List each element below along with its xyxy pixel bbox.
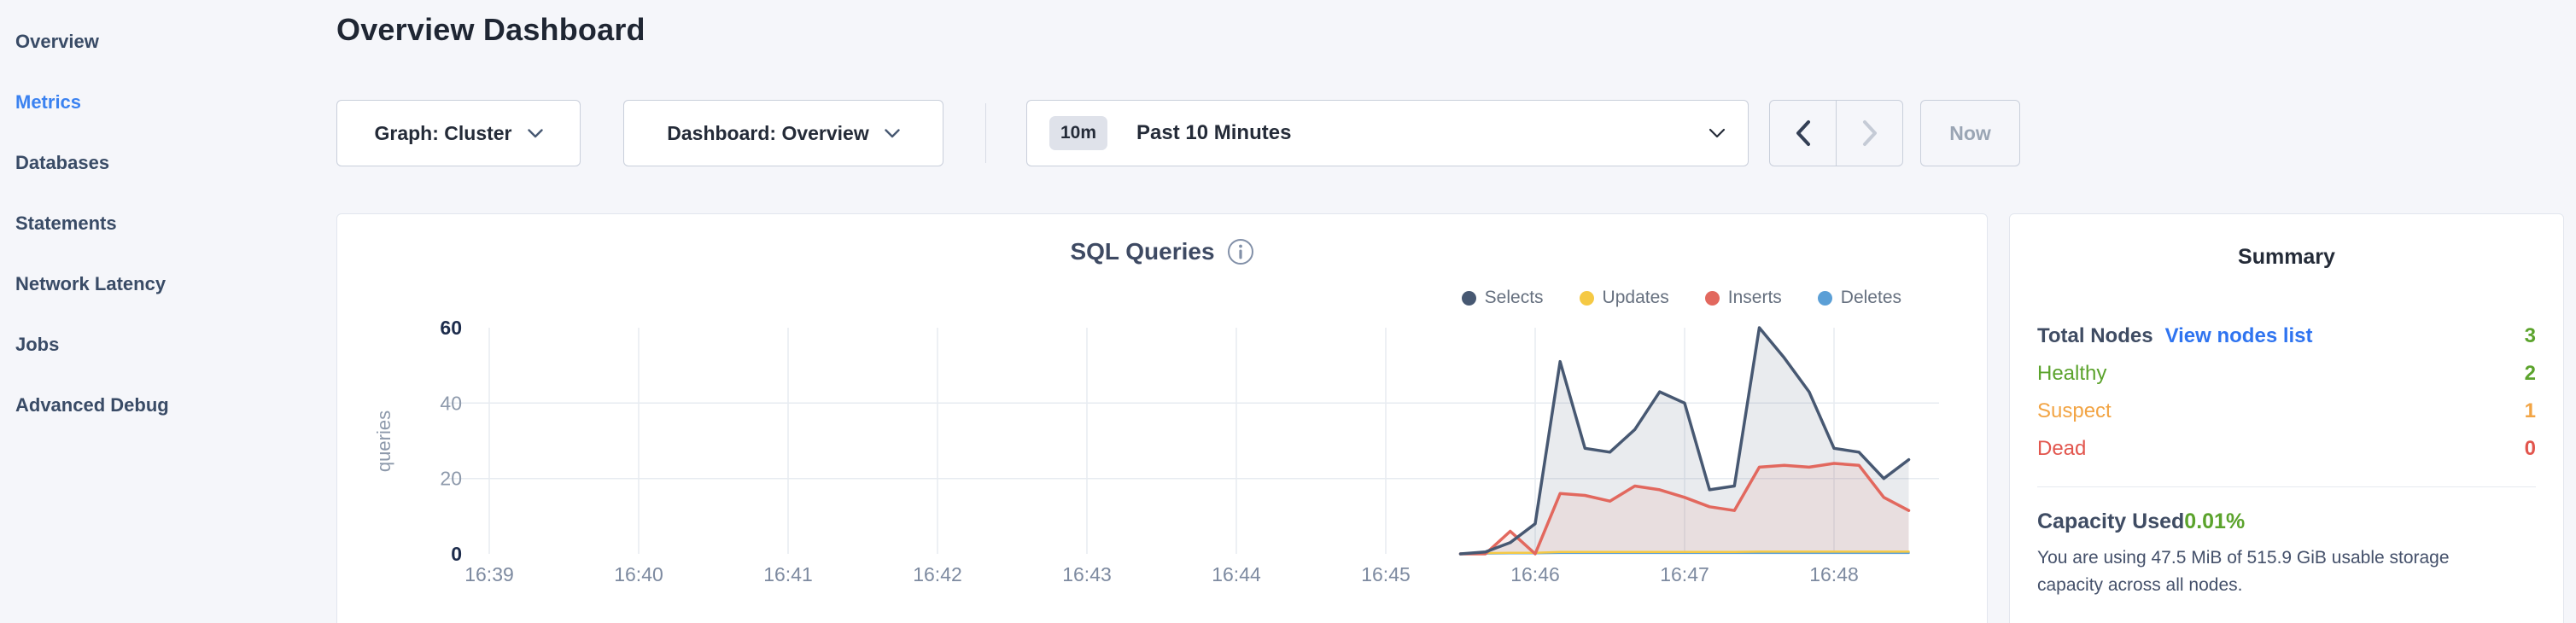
capacity-used-row: Capacity Used 0.01% [2037,509,2536,534]
sidebar-item-network-latency[interactable]: Network Latency [15,272,166,294]
legend-item-selects: Selects [1461,288,1544,308]
capacity-description: You are using 47.5 MiB of 515.9 GiB usab… [2037,548,2450,595]
selects-series-dot [1461,290,1476,306]
page-title: Overview Dashboard [336,12,645,47]
suspect-value: 1 [2524,399,2536,422]
chevron-left-icon [1796,120,1810,146]
controls-divider [985,103,986,163]
chart-legend: Selects Updates Inserts Deletes [1461,288,1901,308]
summary-divider [2037,486,2536,487]
chevron-down-icon [527,128,543,137]
legend-item-updates: Updates [1579,288,1669,308]
svg-text:20: 20 [440,468,462,490]
summary-panel: Summary Total Nodes View nodes list 3 He… [2009,213,2564,623]
time-range-badge: 10m [1049,116,1108,150]
view-nodes-list-link[interactable]: View nodes list [2164,324,2313,347]
summary-title: Summary [2238,245,2335,269]
sidebar-item-overview[interactable]: Overview [15,30,99,52]
svg-text:60: 60 [440,317,462,339]
updates-series-dot [1579,290,1594,306]
time-range-selector[interactable]: 10m Past 10 Minutes [1026,100,1749,166]
sql-queries-chart-card: SQL Queries Selects Updates Inserts Dele… [336,213,1988,623]
legend-item-inserts: Inserts [1704,288,1782,308]
inserts-series-dot [1704,290,1720,306]
sql-queries-plot[interactable]: 16:39 16:40 16:41 16:42 16:43 16:44 16:45 16:46… [337,214,1989,623]
capacity-used-label: Capacity Used [2037,509,2185,533]
total-nodes-row: Total Nodes View nodes list 3 [2037,317,2536,355]
svg-text:16:44: 16:44 [1212,563,1261,585]
time-range-label: Past 10 Minutes [1136,121,1292,144]
dashboard-dropdown[interactable]: Dashboard: Overview [623,100,943,166]
svg-text:16:43: 16:43 [1062,563,1112,585]
healthy-nodes-row: Healthy 2 [2037,355,2536,393]
svg-text:16:46: 16:46 [1510,563,1560,585]
svg-text:16:39: 16:39 [464,563,514,585]
dead-value: 0 [2524,437,2536,460]
chevron-down-icon [885,128,900,137]
svg-text:16:45: 16:45 [1361,563,1411,585]
total-nodes-value: 3 [2524,324,2536,347]
dashboard-dropdown-label: Dashboard: Overview [667,121,869,144]
dashboard-controls: Graph: Cluster Dashboard: Overview 10m P… [336,100,2020,166]
now-button[interactable]: Now [1920,100,2020,166]
chevron-right-icon [1862,120,1877,146]
dead-label: Dead [2037,437,2087,460]
sidebar: Overview Metrics Databases Statements Ne… [0,11,324,435]
capacity-used-value: 0.01% [2184,509,2246,533]
svg-text:16:41: 16:41 [763,563,813,585]
dead-nodes-row: Dead 0 [2037,430,2536,468]
healthy-value: 2 [2524,362,2536,385]
svg-text:16:42: 16:42 [913,563,962,585]
sidebar-item-metrics[interactable]: Metrics [15,90,82,113]
chevron-down-icon [1709,128,1726,138]
sidebar-item-databases[interactable]: Databases [15,151,110,173]
sidebar-item-advanced-debug[interactable]: Advanced Debug [15,393,169,416]
svg-text:16:48: 16:48 [1809,563,1859,585]
graph-scope-dropdown[interactable]: Graph: Cluster [336,100,581,166]
sidebar-item-jobs[interactable]: Jobs [15,333,60,355]
chart-title: SQL Queries [1070,238,1215,265]
suspect-label: Suspect [2037,399,2112,422]
svg-text:16:40: 16:40 [614,563,663,585]
svg-text:queries: queries [373,410,394,472]
svg-text:16:47: 16:47 [1660,563,1709,585]
legend-item-deletes: Deletes [1817,288,1901,308]
sidebar-item-statements[interactable]: Statements [15,212,117,234]
next-time-window-button[interactable] [1836,101,1902,166]
total-nodes-label: Total Nodes [2037,324,2153,347]
time-step-buttons [1769,100,1903,166]
healthy-label: Healthy [2037,362,2107,385]
deletes-series-dot [1817,290,1832,306]
previous-time-window-button[interactable] [1770,101,1836,166]
svg-text:0: 0 [451,543,462,565]
graph-scope-dropdown-label: Graph: Cluster [374,121,512,144]
suspect-nodes-row: Suspect 1 [2037,393,2536,430]
info-circle-icon[interactable] [1227,238,1254,265]
svg-text:40: 40 [440,392,462,414]
